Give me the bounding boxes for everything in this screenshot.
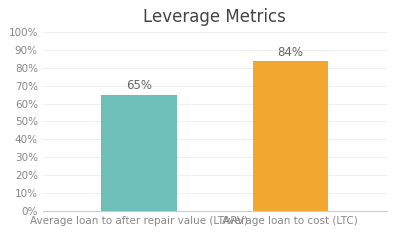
Title: Leverage Metrics: Leverage Metrics xyxy=(143,8,286,26)
Bar xyxy=(252,61,328,211)
Text: 84%: 84% xyxy=(277,45,303,58)
Bar xyxy=(101,95,177,211)
Text: 65%: 65% xyxy=(126,80,152,92)
